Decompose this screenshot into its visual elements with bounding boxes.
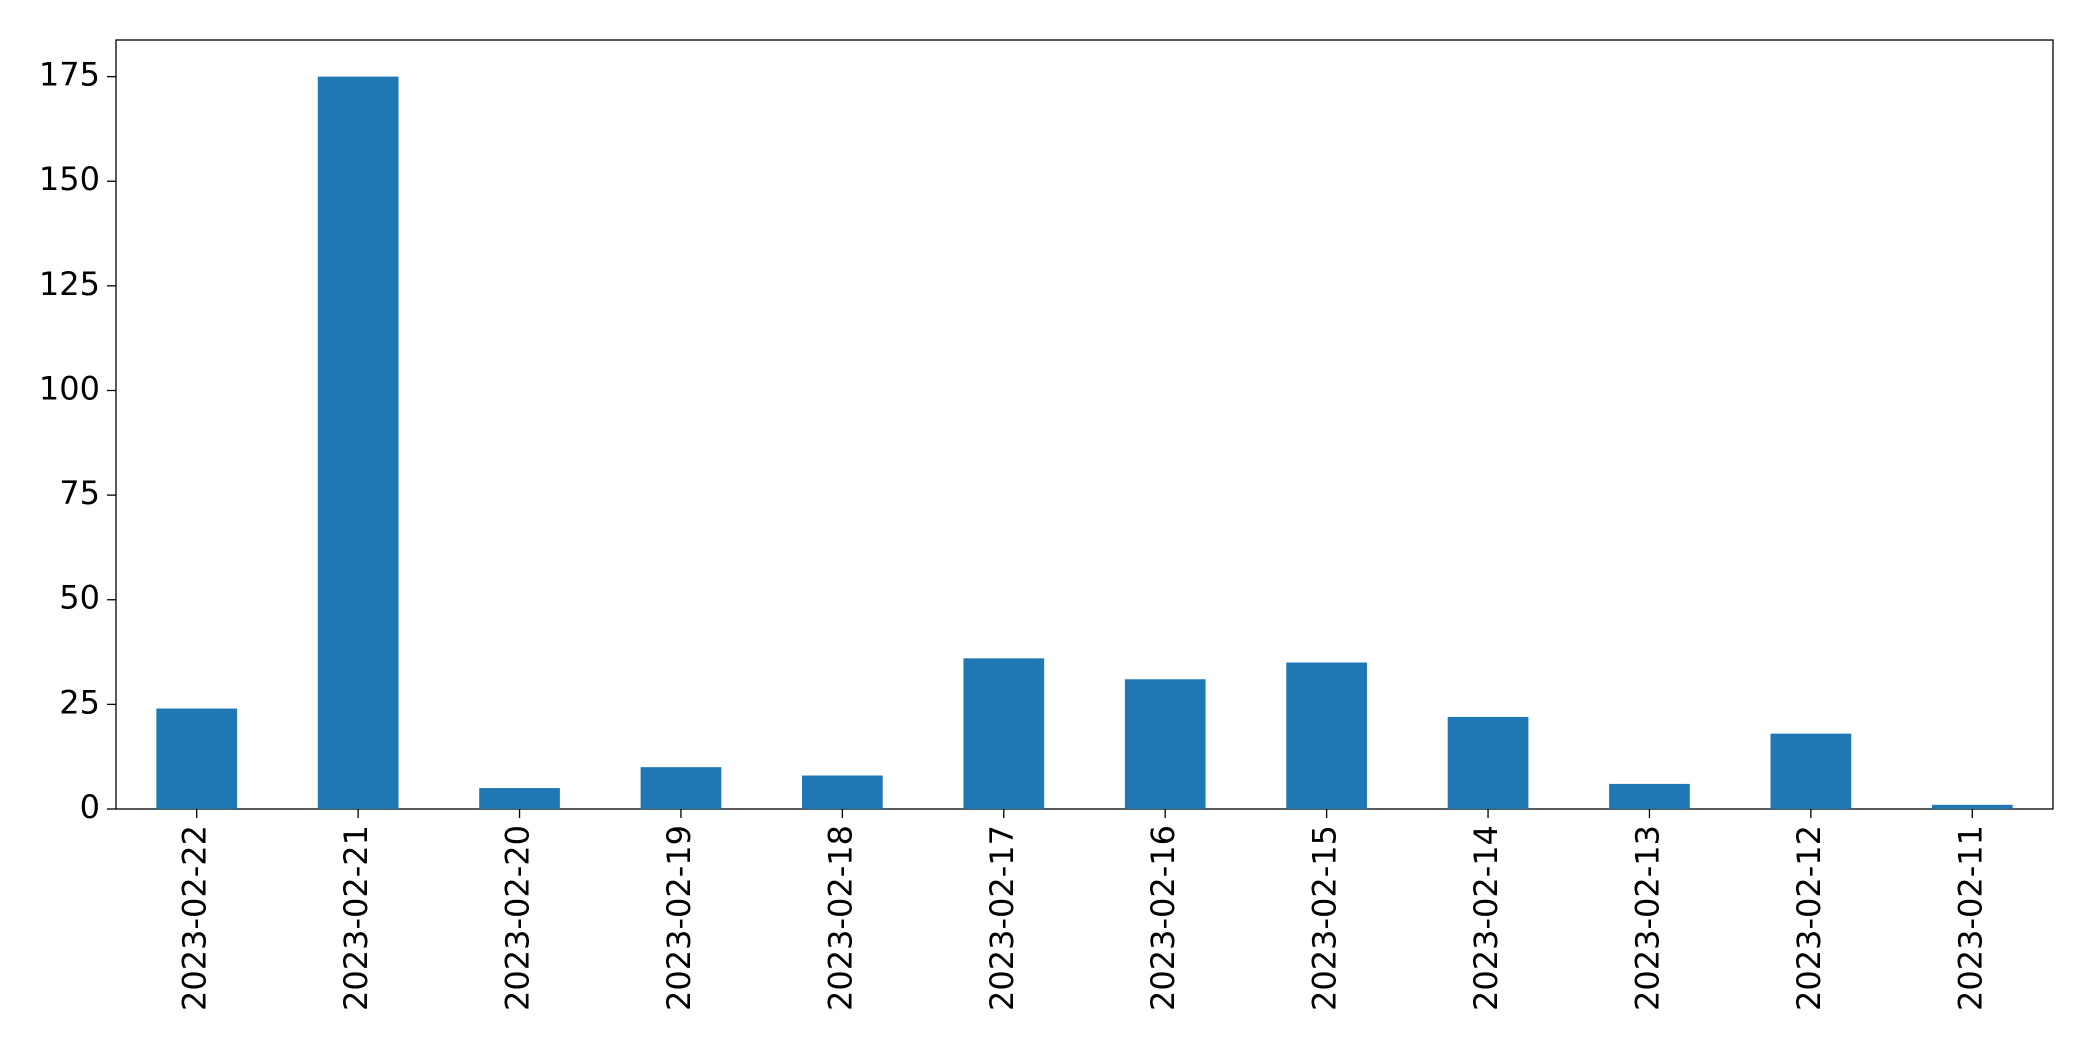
bar [1286,662,1367,809]
x-tick-label: 2023-02-13 [1628,825,1666,1011]
bar [1447,716,1529,809]
bar [479,788,560,809]
x-tick-label: 2023-02-18 [821,825,859,1011]
bar [317,76,399,810]
bar [963,658,1045,809]
bar [1931,804,2013,809]
y-tick-label: 50 [59,579,100,617]
bar [1124,679,1206,809]
x-tick-label: 2023-02-21 [337,825,375,1011]
bar [640,767,722,809]
bar [1609,783,1690,809]
y-tick-label: 25 [59,683,100,721]
x-tick-label: 2023-02-12 [1790,825,1828,1011]
x-tick-label: 2023-02-15 [1306,825,1344,1011]
x-tick-label: 2023-02-22 [176,825,214,1011]
axes-frame [115,39,2054,810]
y-tick-label: 75 [59,474,100,512]
x-tick-label: 2023-02-14 [1467,825,1505,1011]
bar [802,775,883,809]
y-tick-label: 125 [39,265,100,303]
y-tick-label: 150 [39,160,100,198]
x-tick-label: 2023-02-20 [499,825,537,1011]
x-tick-label: 2023-02-11 [1951,825,1989,1011]
bar [156,708,238,809]
x-tick-label: 2023-02-17 [983,825,1021,1011]
x-tick-label: 2023-02-16 [1144,825,1182,1011]
x-tick-label: 2023-02-19 [660,825,698,1011]
y-tick-label: 100 [39,369,100,407]
bar [1770,733,1852,809]
y-tick-label: 175 [39,56,100,94]
y-tick-label: 0 [80,788,100,826]
